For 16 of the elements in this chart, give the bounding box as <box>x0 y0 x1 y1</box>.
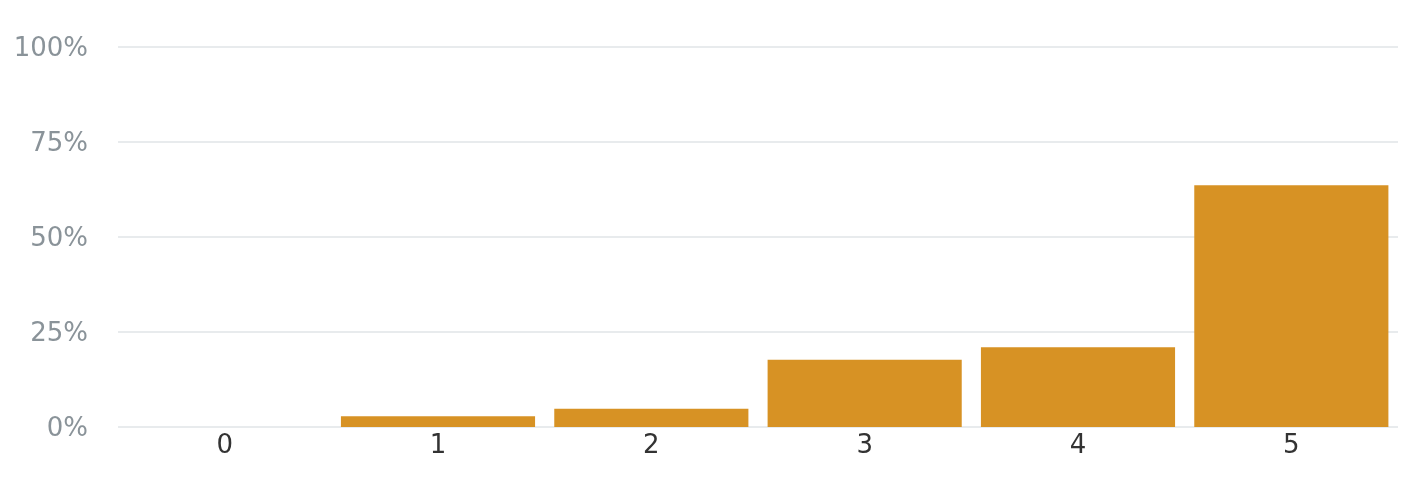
x-tick-label: 2 <box>643 429 660 459</box>
x-tick-label: 5 <box>1283 429 1300 459</box>
bar <box>1194 185 1389 427</box>
y-tick-label: 0% <box>46 412 88 442</box>
bar <box>980 347 1176 427</box>
y-tick-label: 75% <box>30 127 88 157</box>
x-tick-label: 0 <box>216 429 233 459</box>
x-tick-label: 4 <box>1069 429 1087 459</box>
y-tick-label: 100% <box>13 32 88 62</box>
x-tick-label: 3 <box>856 429 873 459</box>
bar <box>340 416 536 427</box>
y-tick-label: 25% <box>30 317 88 347</box>
y-tick-label: 50% <box>30 222 88 252</box>
bar <box>554 408 749 427</box>
bar <box>767 359 962 427</box>
x-tick-label: 1 <box>429 429 447 459</box>
